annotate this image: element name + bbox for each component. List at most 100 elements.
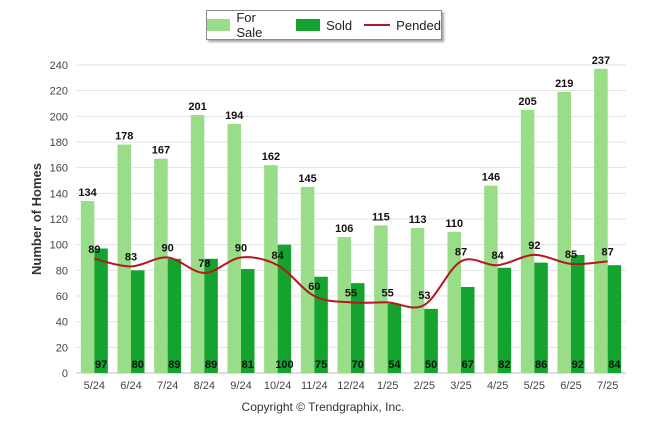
y-tick-label: 100 — [50, 240, 68, 252]
bar-sold — [607, 265, 622, 373]
data-label-pended: 90 — [235, 243, 247, 255]
x-tick-label: 7/24 — [157, 380, 178, 392]
x-tick-label: 6/24 — [120, 380, 141, 392]
data-label-pended: 87 — [602, 246, 614, 258]
legend-label-pended: Pended — [396, 17, 441, 33]
data-label-sold: 92 — [572, 359, 584, 371]
x-tick-label: 5/24 — [84, 380, 105, 392]
bar-sold — [277, 244, 292, 373]
bar-for-sale — [227, 124, 241, 374]
data-label-for-sale: 205 — [518, 96, 536, 108]
bar-for-sale — [264, 165, 278, 373]
y-axis-title: Number of Homes — [29, 163, 44, 275]
legend-swatch-sold — [296, 19, 321, 31]
bar-for-sale — [484, 185, 498, 373]
data-label-for-sale: 237 — [592, 55, 610, 67]
bar-sold — [351, 283, 365, 373]
data-label-pended: 78 — [198, 258, 210, 270]
y-tick-label: 120 — [50, 214, 68, 226]
data-label-for-sale: 194 — [225, 110, 244, 122]
data-label-sold: 70 — [352, 359, 364, 371]
data-label-for-sale: 115 — [372, 211, 390, 223]
data-label-for-sale: 219 — [555, 78, 573, 90]
data-label-sold: 50 — [425, 359, 437, 371]
bar-sold — [534, 262, 548, 373]
data-label-sold: 80 — [132, 359, 144, 371]
x-tick-label: 7/25 — [597, 380, 618, 392]
data-label-for-sale: 106 — [335, 223, 353, 235]
bar-for-sale — [374, 225, 388, 373]
data-label-for-sale: 146 — [482, 172, 500, 184]
x-tick-label: 8/24 — [194, 380, 215, 392]
data-label-pended: 87 — [455, 246, 467, 258]
legend-item-for-sale: For Sale — [207, 10, 284, 40]
data-label-pended: 55 — [345, 287, 357, 299]
bar-for-sale — [594, 68, 608, 373]
data-label-pended: 84 — [492, 250, 505, 262]
legend-item-pended: Pended — [364, 18, 441, 33]
y-tick-label: 180 — [50, 137, 68, 149]
data-label-sold: 86 — [535, 359, 547, 371]
bar-sold — [424, 308, 438, 373]
data-label-sold: 67 — [462, 359, 474, 371]
y-tick-label: 0 — [62, 368, 68, 380]
data-label-for-sale: 134 — [78, 187, 97, 199]
y-tick-label: 60 — [56, 291, 68, 303]
data-label-sold: 75 — [315, 359, 327, 371]
x-tick-label: 10/24 — [264, 380, 292, 392]
x-tick-label: 1/25 — [377, 380, 398, 392]
data-label-for-sale: 201 — [188, 101, 206, 113]
bar-for-sale — [410, 227, 425, 373]
data-label-for-sale: 162 — [262, 151, 280, 163]
y-tick-label: 140 — [50, 188, 68, 200]
bar-sold — [131, 270, 145, 373]
x-tick-label: 9/24 — [230, 380, 251, 392]
x-tick-label: 12/24 — [337, 380, 365, 392]
y-tick-label: 220 — [50, 86, 68, 98]
data-label-sold: 82 — [498, 359, 510, 371]
x-tick-label: 4/25 — [487, 380, 508, 392]
x-tick-label: 6/25 — [560, 380, 581, 392]
bar-for-sale — [337, 236, 351, 373]
bar-sold — [461, 287, 475, 373]
bar-for-sale — [557, 91, 571, 373]
legend-label-sold: Sold — [326, 17, 353, 33]
data-label-sold: 84 — [608, 359, 621, 371]
data-label-pended: 85 — [565, 249, 577, 261]
bar-for-sale — [300, 186, 315, 373]
pended-line — [94, 253, 608, 309]
bar-for-sale — [190, 115, 205, 374]
data-label-for-sale: 178 — [115, 131, 133, 143]
bar-sold — [94, 248, 108, 373]
data-label-sold: 81 — [242, 359, 254, 371]
bar-sold — [204, 258, 218, 373]
x-tick-label: 11/24 — [301, 380, 328, 392]
data-label-pended: 92 — [528, 240, 540, 252]
data-label-sold: 89 — [168, 359, 180, 371]
data-label-pended: 83 — [125, 251, 137, 263]
data-label-pended: 90 — [162, 243, 174, 255]
bar-for-sale — [447, 231, 461, 373]
bar-for-sale — [80, 201, 95, 373]
legend-swatch-for-sale — [207, 19, 231, 31]
data-label-for-sale: 110 — [445, 218, 463, 230]
y-tick-label: 80 — [56, 265, 68, 277]
legend-item-sold: Sold — [296, 18, 352, 33]
bar-sold — [387, 303, 402, 373]
y-tick-label: 200 — [50, 111, 68, 123]
y-tick-label: 160 — [50, 163, 68, 175]
x-tick-label: 5/25 — [524, 380, 545, 392]
bar-sold — [314, 276, 328, 373]
copyright-text: Copyright © Trendgraphix, Inc. — [241, 400, 405, 414]
y-tick-label: 240 — [50, 60, 68, 72]
y-tick-label: 20 — [56, 342, 68, 354]
data-label-sold: 97 — [95, 359, 107, 371]
bar-for-sale — [154, 158, 168, 373]
legend-label-for-sale: For Sale — [236, 10, 263, 40]
y-tick-label: 40 — [56, 317, 68, 329]
data-label-sold: 54 — [388, 359, 401, 371]
bar-for-sale — [520, 109, 535, 374]
data-label-for-sale: 145 — [298, 173, 316, 185]
bar-sold — [571, 254, 585, 373]
x-tick-label: 2/25 — [414, 380, 435, 392]
